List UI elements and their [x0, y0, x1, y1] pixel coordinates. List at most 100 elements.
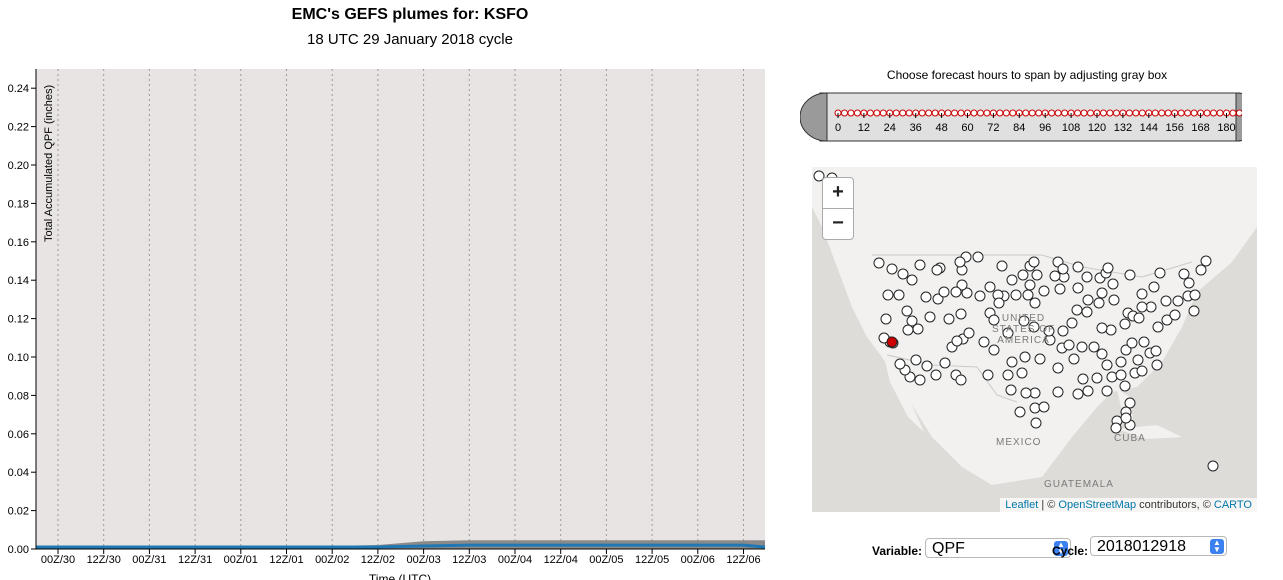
forecast-hour-marker[interactable]: [1048, 109, 1056, 117]
station-marker[interactable]: [1124, 269, 1136, 281]
forecast-hour-marker[interactable]: [1229, 109, 1237, 117]
station-marker[interactable]: [1188, 305, 1200, 317]
forecast-hour-marker[interactable]: [892, 109, 900, 117]
station-marker[interactable]: [1154, 267, 1166, 279]
station-marker[interactable]: [1072, 261, 1084, 273]
slider-right-handle[interactable]: [1235, 92, 1242, 142]
station-marker[interactable]: [1133, 312, 1145, 324]
forecast-hour-marker[interactable]: [1002, 109, 1010, 117]
station-marker[interactable]: [1096, 322, 1108, 334]
station-marker[interactable]: [1034, 353, 1046, 365]
station-marker[interactable]: [1136, 365, 1148, 377]
station-marker[interactable]: [1020, 387, 1032, 399]
forecast-hour-marker[interactable]: [996, 109, 1004, 117]
forecast-hour-marker[interactable]: [1203, 109, 1211, 117]
forecast-hour-marker[interactable]: [1158, 109, 1166, 117]
station-marker[interactable]: [1024, 279, 1036, 291]
variable-select[interactable]: QPF ▲ ▼: [925, 538, 1071, 558]
station-marker[interactable]: [1052, 362, 1064, 374]
forecast-hour-marker[interactable]: [1190, 109, 1198, 117]
station-marker[interactable]: [882, 289, 894, 301]
station-marker[interactable]: [1105, 324, 1117, 336]
forecast-hour-marker[interactable]: [866, 109, 874, 117]
station-marker[interactable]: [930, 369, 942, 381]
station-marker[interactable]: [1057, 325, 1069, 337]
station-marker[interactable]: [1016, 367, 1028, 379]
station-marker[interactable]: [1091, 372, 1103, 384]
station-marker[interactable]: [886, 263, 898, 275]
forecast-hour-marker[interactable]: [1184, 109, 1192, 117]
forecast-hour-marker[interactable]: [957, 109, 965, 117]
station-marker[interactable]: [1101, 385, 1113, 397]
forecast-hour-marker[interactable]: [1061, 109, 1069, 117]
station-marker[interactable]: [950, 286, 962, 298]
station-marker[interactable]: [1120, 344, 1132, 356]
station-marker[interactable]: [1107, 278, 1119, 290]
station-marker[interactable]: [1063, 339, 1075, 351]
station-marker[interactable]: [1152, 321, 1164, 333]
station-marker[interactable]: [910, 354, 922, 366]
station-marker[interactable]: [1006, 356, 1018, 368]
station-marker[interactable]: [1014, 406, 1026, 418]
forecast-hour-marker[interactable]: [944, 109, 952, 117]
forecast-hour-marker[interactable]: [1035, 109, 1043, 117]
zoom-out-button[interactable]: −: [822, 208, 854, 240]
station-marker[interactable]: [956, 279, 968, 291]
forecast-hour-slider[interactable]: 0122436486072849610812013214415616818019…: [800, 91, 1242, 147]
station-marker[interactable]: [1148, 281, 1160, 293]
station-marker[interactable]: [1096, 348, 1108, 360]
station-marker[interactable]: [1207, 460, 1219, 472]
station-marker[interactable]: [1052, 386, 1064, 398]
station-marker[interactable]: [1102, 262, 1114, 274]
selected-station-marker[interactable]: [886, 336, 898, 348]
station-marker[interactable]: [1017, 269, 1029, 281]
forecast-hour-marker[interactable]: [1132, 109, 1140, 117]
station-marker[interactable]: [1072, 282, 1084, 294]
station-marker[interactable]: [1138, 336, 1150, 348]
station-marker[interactable]: [1077, 373, 1089, 385]
station-marker[interactable]: [932, 293, 944, 305]
station-marker[interactable]: [988, 314, 1000, 326]
station-marker[interactable]: [931, 264, 943, 276]
station-marker[interactable]: [1172, 295, 1184, 307]
forecast-hour-marker[interactable]: [1099, 109, 1107, 117]
forecast-hour-marker[interactable]: [1009, 109, 1017, 117]
station-marker[interactable]: [921, 360, 933, 372]
forecast-hour-marker[interactable]: [1177, 109, 1185, 117]
station-marker[interactable]: [873, 257, 885, 269]
station-marker[interactable]: [912, 323, 924, 335]
station-marker[interactable]: [914, 259, 926, 271]
station-marker[interactable]: [955, 308, 967, 320]
station-marker[interactable]: [902, 324, 914, 336]
forecast-hour-marker[interactable]: [899, 109, 907, 117]
station-marker[interactable]: [972, 251, 984, 263]
station-marker[interactable]: [1019, 351, 1031, 363]
forecast-hour-marker[interactable]: [931, 109, 939, 117]
station-marker[interactable]: [1054, 283, 1066, 295]
leaflet-link[interactable]: Leaflet: [1005, 499, 1039, 511]
station-marker[interactable]: [984, 281, 996, 293]
forecast-hour-marker[interactable]: [1106, 109, 1114, 117]
carto-link[interactable]: CARTO: [1213, 499, 1252, 511]
station-marker[interactable]: [920, 291, 932, 303]
station-marker[interactable]: [1195, 264, 1207, 276]
forecast-hour-marker[interactable]: [873, 109, 881, 117]
station-marker[interactable]: [954, 256, 966, 268]
forecast-hour-marker[interactable]: [840, 109, 848, 117]
station-marker[interactable]: [1183, 277, 1195, 289]
forecast-hour-marker[interactable]: [1028, 109, 1036, 117]
forecast-hour-marker[interactable]: [1087, 109, 1095, 117]
station-marker[interactable]: [1018, 315, 1030, 327]
station-marker[interactable]: [1110, 422, 1122, 434]
station-marker[interactable]: [1071, 304, 1083, 316]
station-marker[interactable]: [938, 286, 950, 298]
station-marker[interactable]: [1031, 269, 1043, 281]
station-marker[interactable]: [1136, 288, 1148, 300]
forecast-hour-marker[interactable]: [976, 109, 984, 117]
station-marker[interactable]: [955, 374, 967, 386]
station-marker[interactable]: [1029, 297, 1041, 309]
forecast-hour-marker[interactable]: [1151, 109, 1159, 117]
forecast-hour-marker[interactable]: [1216, 109, 1224, 117]
station-marker[interactable]: [1028, 256, 1040, 268]
station-marker[interactable]: [974, 290, 986, 302]
